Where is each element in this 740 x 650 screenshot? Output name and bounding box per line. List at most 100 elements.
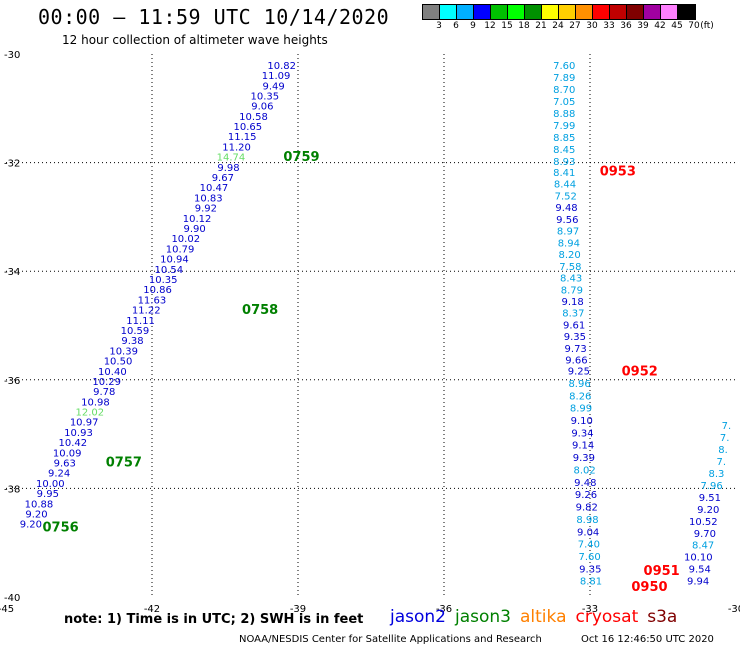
swh-label: 11.11 [126,316,155,327]
swh-label: 8.88 [553,109,575,120]
swh-label: 8. [718,445,728,456]
swh-label: 10.82 [267,61,296,72]
swh-label: 10.97 [70,418,99,429]
colorbar-tick-label: 33 [603,21,615,31]
colorbar-tick-label: 6 [453,21,459,31]
colorbar-swatch [508,5,525,19]
swh-label: 8.45 [553,145,575,156]
swh-label: 7. [717,457,727,468]
swh-label: 10.59 [121,326,150,337]
swh-label: 8.93 [553,157,575,168]
swh-label: 11.63 [138,295,167,306]
x-tick-label: -45 [0,604,14,615]
swh-label: 9.20 [697,505,719,516]
swh-label: 11.15 [228,132,257,143]
swh-label: 9.98 [217,163,239,174]
swh-label: 8.85 [553,133,575,144]
colorbar-tick-label: 42 [654,21,666,31]
swh-label: 9.48 [555,203,577,214]
colorbar-tick-label: 30 [586,21,598,31]
swh-label: 9.54 [689,565,711,576]
swh-label: 9.04 [577,527,599,538]
swh-label: 9.48 [574,478,596,489]
swh-label: 7.52 [555,191,577,202]
colorbar-swatch [627,5,644,19]
swh-label: 9.90 [183,224,205,235]
swh-label: 14.74 [217,153,246,164]
swh-label: 10.09 [53,448,82,459]
swh-label: 7.58 [559,262,581,273]
swh-label: 8.26 [569,391,591,402]
swh-label: 10.29 [92,377,121,388]
satellite-legend: jason2 jason3 altika cryosat s3a [390,607,686,627]
swh-label: 9.35 [564,332,586,343]
colorbar-swatch [610,5,627,19]
swh-label: 9.82 [576,503,598,514]
colorbar-tick-label: 9 [470,21,476,31]
swh-label: 8.98 [576,515,598,526]
swh-label: 9.38 [121,336,143,347]
y-tick-label: -34 [4,267,20,278]
swh-label: 9.61 [563,320,585,331]
swh-label: 8.02 [573,465,595,476]
colorbar-tick-label: (ft) [700,21,714,31]
x-tick-label: -42 [144,604,160,615]
swh-label: 9.56 [556,215,578,226]
swh-label: 8.99 [570,404,592,415]
swh-label: 7.60 [553,61,575,72]
colorbar-ticks: 3 6 9 12 15 18 21 24 27 30 33 36 39 42 45 70 (ft) [422,21,732,35]
swh-label: 7.40 [578,540,600,551]
swh-label: 10.94 [160,255,189,266]
swh-label: 10.40 [98,367,127,378]
swh-label: 8.70 [553,85,575,96]
swh-label: 9.63 [54,459,76,470]
colorbar-swatch [457,5,474,19]
swh-label: 8.3 [708,469,724,480]
swh-label: 11.09 [262,71,291,82]
page-title: 00:00 – 11:59 UTC 10/14/2020 [38,5,390,29]
swh-label: 9.24 [48,469,70,480]
colorbar-swatch [542,5,559,19]
colorbar-swatch [644,5,661,19]
colorbar-tick-label: 12 [484,21,496,31]
swh-label: 10.10 [684,553,713,564]
legend-jason2: jason2 [390,607,446,627]
swh-label: 9.18 [561,297,583,308]
legend-jason3: jason3 [455,607,511,627]
colorbar-tick-label: 45 [671,21,683,31]
swh-label: 10.35 [250,91,279,102]
colorbar-tick-label: 15 [501,21,513,31]
colorbar-swatch [491,5,508,19]
swh-label: 9.70 [694,529,716,540]
swh-label: 10.50 [104,357,133,368]
swh-label: 10.54 [155,265,184,276]
colorbar-tick-label: 21 [535,21,547,31]
colorbar-swatch [576,5,593,19]
axis-note: note: 1) Time is in UTC; 2) SWH is in fe… [64,612,364,627]
swh-label: 10.47 [200,183,229,194]
swh-label: 9.20 [25,509,47,520]
colorbar-swatch [559,5,576,19]
swh-label: 9.10 [571,416,593,427]
footer-timestamp: Oct 16 12:46:50 UTC 2020 [581,634,714,645]
swh-label: 10.12 [183,214,212,225]
x-tick-label: -33 [582,604,598,615]
swh-label: 10.98 [81,397,110,408]
colorbar [422,4,696,20]
swh-label: 9.95 [37,489,59,500]
swh-label: 9.26 [575,490,597,501]
swh-label: 10.58 [239,112,268,123]
colorbar-tick-label: 24 [552,21,564,31]
y-tick-label: -38 [4,484,20,495]
swh-label: 9.92 [195,204,217,215]
swh-label: 8.81 [580,577,602,588]
x-tick-label: -36 [436,604,452,615]
swh-label: 9.51 [699,493,721,504]
swh-label: 9.78 [93,387,115,398]
swh-label: 10.35 [149,275,178,286]
swh-label: 9.25 [568,367,590,378]
swh-label: 9.73 [565,344,587,355]
swh-label: 10.88 [25,499,54,510]
colorbar-tick-label: 18 [518,21,530,31]
